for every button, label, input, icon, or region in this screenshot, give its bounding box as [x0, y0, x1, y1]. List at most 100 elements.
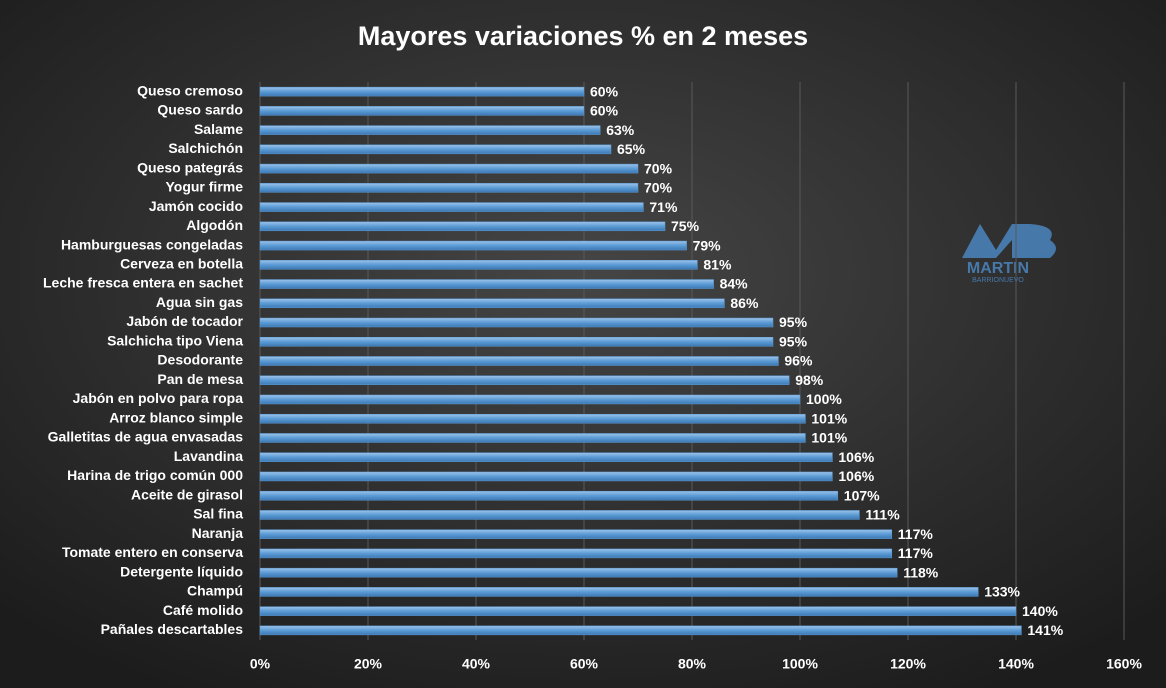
bar	[259, 587, 979, 597]
value-label: 65%	[617, 141, 646, 157]
value-label: 71%	[649, 199, 678, 215]
bar	[259, 202, 644, 212]
y-tick-label: Naranja	[192, 525, 244, 541]
value-label: 118%	[903, 564, 939, 580]
bar	[259, 221, 666, 232]
value-label: 133%	[984, 584, 1020, 600]
y-tick-label: Harina de trigo común 000	[67, 467, 243, 483]
value-label: 95%	[779, 333, 808, 349]
y-tick-label: Jamón cocido	[149, 198, 243, 214]
bar	[259, 337, 774, 347]
value-label: 101%	[811, 430, 847, 446]
y-tick-label: Queso cremoso	[137, 82, 243, 98]
bar	[259, 144, 612, 155]
y-tick-label: Sal fina	[193, 506, 243, 522]
bar	[259, 471, 833, 482]
y-tick-label: Champú	[187, 583, 243, 599]
value-label: 75%	[671, 218, 700, 234]
value-label: 81%	[703, 256, 732, 272]
y-tick-label: Galletitas de agua envasadas	[48, 429, 244, 445]
y-tick-label: Salchicha tipo Viena	[107, 332, 243, 348]
chart-title: Mayores variaciones % en 2 meses	[358, 21, 808, 51]
bar	[259, 452, 833, 462]
x-tick-label: 120%	[890, 656, 926, 672]
y-tick-label: Arroz blanco simple	[109, 409, 243, 425]
y-tick-label: Queso pategrás	[137, 159, 243, 175]
bar	[259, 510, 860, 520]
bar	[259, 356, 779, 366]
y-tick-label: Pañales descartables	[101, 621, 244, 637]
value-label: 107%	[844, 487, 880, 503]
value-label: 63%	[606, 122, 635, 138]
y-tick-label: Desodorante	[157, 352, 243, 368]
x-tick-label: 80%	[678, 656, 707, 672]
value-label: 141%	[1027, 622, 1063, 638]
logo-text: MARTIN	[967, 260, 1029, 277]
y-tick-label: Salchichón	[168, 140, 243, 156]
value-label: 70%	[644, 180, 673, 196]
bar	[259, 606, 1017, 616]
y-tick-label: Tomate entero en conserva	[62, 544, 243, 560]
bar	[259, 394, 801, 405]
y-tick-label: Detergente líquido	[120, 563, 243, 579]
y-tick-label: Aceite de girasol	[131, 486, 243, 502]
logo-mark	[962, 224, 1056, 258]
value-label: 117%	[898, 545, 934, 561]
bar	[259, 529, 893, 539]
y-tick-label: Yogur firme	[165, 179, 243, 195]
value-label: 70%	[644, 160, 673, 176]
y-tick-label: Salame	[194, 121, 243, 137]
y-tick-label: Queso sardo	[157, 102, 243, 118]
value-label: 95%	[779, 314, 808, 330]
bar	[259, 183, 639, 193]
bar	[259, 375, 790, 385]
x-tick-label: 100%	[782, 656, 818, 672]
y-tick-label: Algodón	[186, 217, 243, 233]
y-tick-label: Jabón en polvo para ropa	[73, 390, 244, 406]
x-tick-label: 160%	[1106, 656, 1142, 672]
y-tick-label: Cerveza en botella	[120, 255, 243, 271]
bar	[259, 125, 601, 135]
value-label: 117%	[898, 526, 934, 542]
value-label: 101%	[811, 410, 847, 426]
value-label: 100%	[806, 391, 842, 407]
bar	[259, 106, 585, 116]
value-label: 84%	[720, 276, 749, 292]
bar	[259, 260, 698, 270]
y-tick-label: Pan de mesa	[157, 371, 243, 387]
value-label: 106%	[838, 449, 874, 465]
value-label: 140%	[1022, 603, 1058, 619]
bar	[259, 86, 585, 97]
value-label: 60%	[590, 103, 619, 119]
bar	[259, 567, 898, 578]
bar	[259, 490, 839, 501]
y-tick-label: Hamburguesas congeladas	[61, 236, 243, 252]
value-label: 106%	[838, 468, 874, 484]
x-tick-label: 60%	[570, 656, 599, 672]
value-label: 86%	[730, 295, 759, 311]
value-label: 96%	[784, 353, 813, 369]
value-label: 79%	[693, 237, 722, 253]
y-tick-label: Agua sin gas	[156, 294, 243, 310]
x-tick-label: 0%	[250, 656, 271, 672]
bar	[259, 317, 774, 328]
x-tick-label: 40%	[462, 656, 491, 672]
bar	[259, 279, 714, 289]
bar	[259, 625, 1022, 636]
y-tick-label: Café molido	[163, 602, 243, 618]
logo-subtext: BARRIONUEVO	[972, 277, 1024, 284]
y-tick-label: Leche fresca entera en sachet	[43, 275, 243, 291]
logo: MARTIN BARRIONUEVO	[962, 224, 1056, 284]
y-tick-label: Lavandina	[174, 448, 243, 464]
x-tick-label: 140%	[998, 656, 1034, 672]
x-tick-label: 20%	[354, 656, 383, 672]
bar	[259, 240, 687, 251]
value-label: 111%	[865, 507, 900, 523]
bar	[259, 163, 639, 174]
value-label: 98%	[795, 372, 824, 388]
y-tick-label: Jabón de tocador	[126, 313, 243, 329]
value-label: 60%	[590, 83, 619, 99]
bar	[259, 433, 806, 443]
bar	[259, 548, 893, 559]
